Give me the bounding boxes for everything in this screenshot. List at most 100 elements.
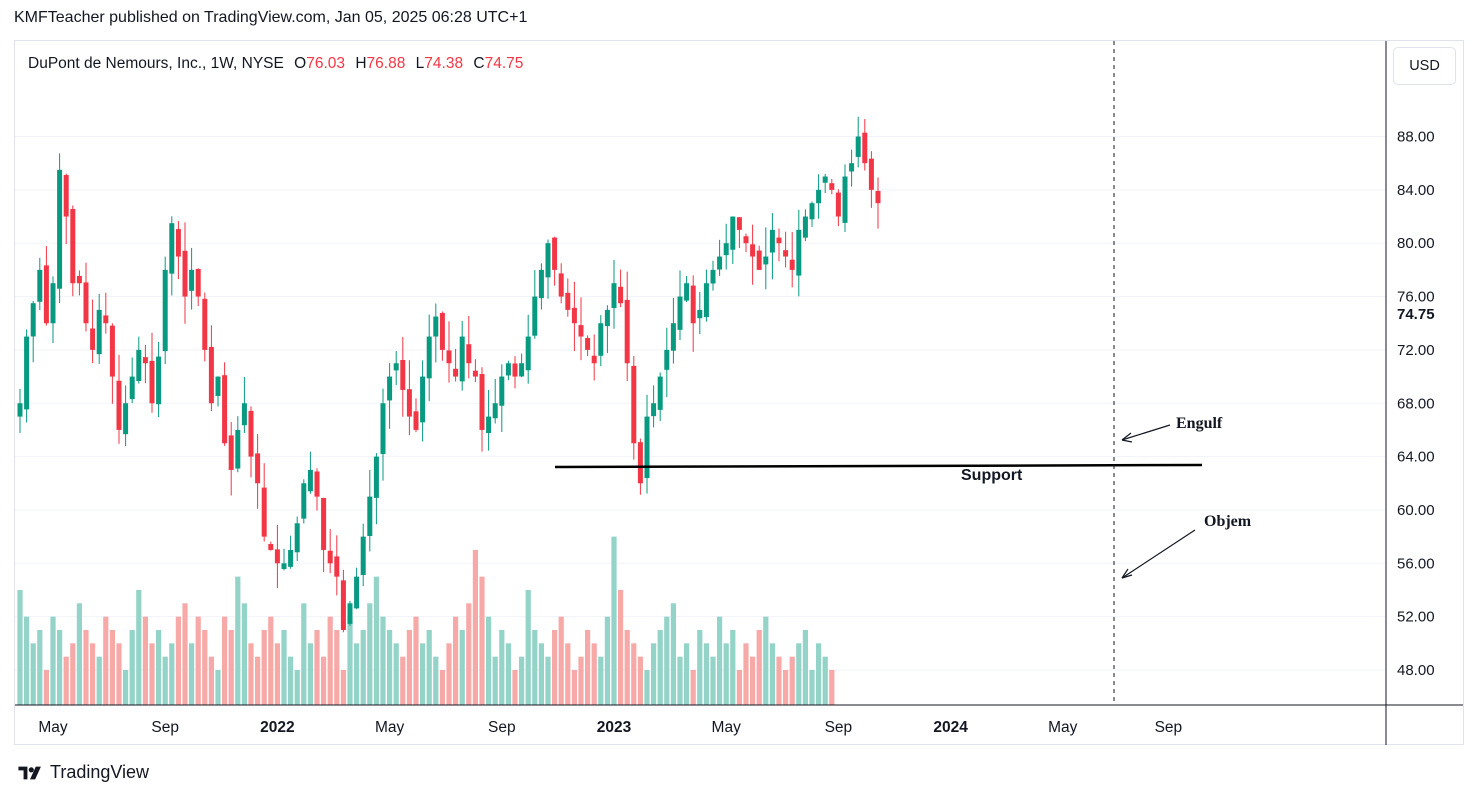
candle-body xyxy=(571,307,577,324)
volume-bar xyxy=(96,656,102,705)
volume-bar xyxy=(235,576,241,705)
volume-bar xyxy=(162,656,168,705)
candle-body xyxy=(565,292,571,310)
candle-body xyxy=(202,298,208,350)
candle-body xyxy=(677,296,683,330)
volume-bar xyxy=(255,656,261,705)
candle-body xyxy=(670,323,676,351)
volume-bar xyxy=(420,643,426,705)
candle-body xyxy=(796,229,802,276)
candle-body xyxy=(816,189,822,204)
volume-bar xyxy=(222,616,228,705)
candle-body xyxy=(519,363,525,377)
candle-body xyxy=(334,556,340,577)
volume-bar xyxy=(664,616,670,705)
candle-body xyxy=(492,403,498,419)
volume-bar xyxy=(288,656,294,705)
candle-body xyxy=(129,376,135,400)
volume-bar xyxy=(380,616,386,705)
volume-bar xyxy=(189,643,195,705)
volume-bar xyxy=(268,616,274,705)
volume-bar xyxy=(492,656,498,705)
candle-body xyxy=(499,376,505,406)
candle-body xyxy=(472,370,478,377)
volume-bar xyxy=(486,616,492,705)
candle-body xyxy=(538,269,544,299)
candle-body xyxy=(486,416,492,434)
volume-bar xyxy=(789,656,795,705)
volume-bar xyxy=(657,629,663,705)
volume-bar xyxy=(129,629,135,705)
candle-body xyxy=(842,176,848,223)
volume-bar xyxy=(327,616,333,705)
volume-bar xyxy=(248,643,254,705)
time-tick-label: May xyxy=(38,719,68,736)
candle-body xyxy=(360,536,366,576)
candle-body xyxy=(208,346,214,404)
candle-body xyxy=(70,209,76,284)
volume-bar xyxy=(637,656,643,705)
volume-bar xyxy=(373,576,379,705)
candle-body xyxy=(710,269,716,284)
volume-bar xyxy=(618,589,624,705)
candle-body xyxy=(274,549,280,564)
candle-body xyxy=(756,250,762,270)
candle-body xyxy=(862,132,868,164)
candle-body xyxy=(189,269,195,291)
volume-bar xyxy=(63,656,69,705)
candle-body xyxy=(690,285,696,324)
volume-bar xyxy=(545,656,551,705)
volume-bar xyxy=(750,656,756,705)
volume-bar xyxy=(644,670,650,705)
volume-bar xyxy=(24,616,30,705)
candle-body xyxy=(723,243,729,256)
low-label: L xyxy=(415,55,425,72)
candle-body xyxy=(281,563,287,569)
volume-bar xyxy=(142,616,148,705)
volume-bar xyxy=(175,616,181,705)
volume-bar xyxy=(532,629,538,705)
volume-bar xyxy=(360,629,366,705)
price-tick-label: 76.00 xyxy=(1397,289,1435,306)
volume-bar xyxy=(538,643,544,705)
volume-bar xyxy=(367,603,373,705)
volume-bar xyxy=(30,643,36,705)
candle-body xyxy=(637,442,643,484)
candle-body xyxy=(697,309,703,319)
tradingview-brand: TradingView xyxy=(50,762,150,782)
candle-body xyxy=(591,355,597,364)
candle-body xyxy=(684,283,690,301)
candle-body xyxy=(268,544,274,550)
candle-body xyxy=(479,374,485,430)
candle-body xyxy=(195,269,201,297)
candle-body xyxy=(228,435,234,470)
candle-body xyxy=(248,410,254,457)
candle-body xyxy=(30,303,36,337)
candle-body xyxy=(657,376,663,410)
currency-button[interactable]: USD xyxy=(1393,47,1456,85)
time-tick-label: Sep xyxy=(488,719,516,736)
candle-body xyxy=(301,483,307,519)
tradingview-logo-icon xyxy=(18,766,41,779)
price-tick-label: 60.00 xyxy=(1397,502,1435,519)
candle-body xyxy=(598,323,604,356)
candle-body xyxy=(50,283,56,324)
volume-bar xyxy=(17,589,23,705)
volume-bar xyxy=(631,643,637,705)
candle-body xyxy=(835,192,841,217)
price-tick-label: 72.00 xyxy=(1397,342,1435,359)
high-value: 76.88 xyxy=(366,55,406,72)
candle-body xyxy=(175,229,181,257)
candle-body xyxy=(789,259,795,270)
volume-bar xyxy=(558,616,564,705)
candle-body xyxy=(459,336,465,382)
volume-bar xyxy=(387,629,393,705)
engulf-arrow xyxy=(1121,424,1171,441)
volume-bar xyxy=(136,589,142,705)
candle-body xyxy=(736,217,742,230)
candle-body xyxy=(76,275,82,284)
objem-label: Objem xyxy=(1204,513,1252,530)
volume-bar xyxy=(195,616,201,705)
candle-body xyxy=(604,309,610,327)
